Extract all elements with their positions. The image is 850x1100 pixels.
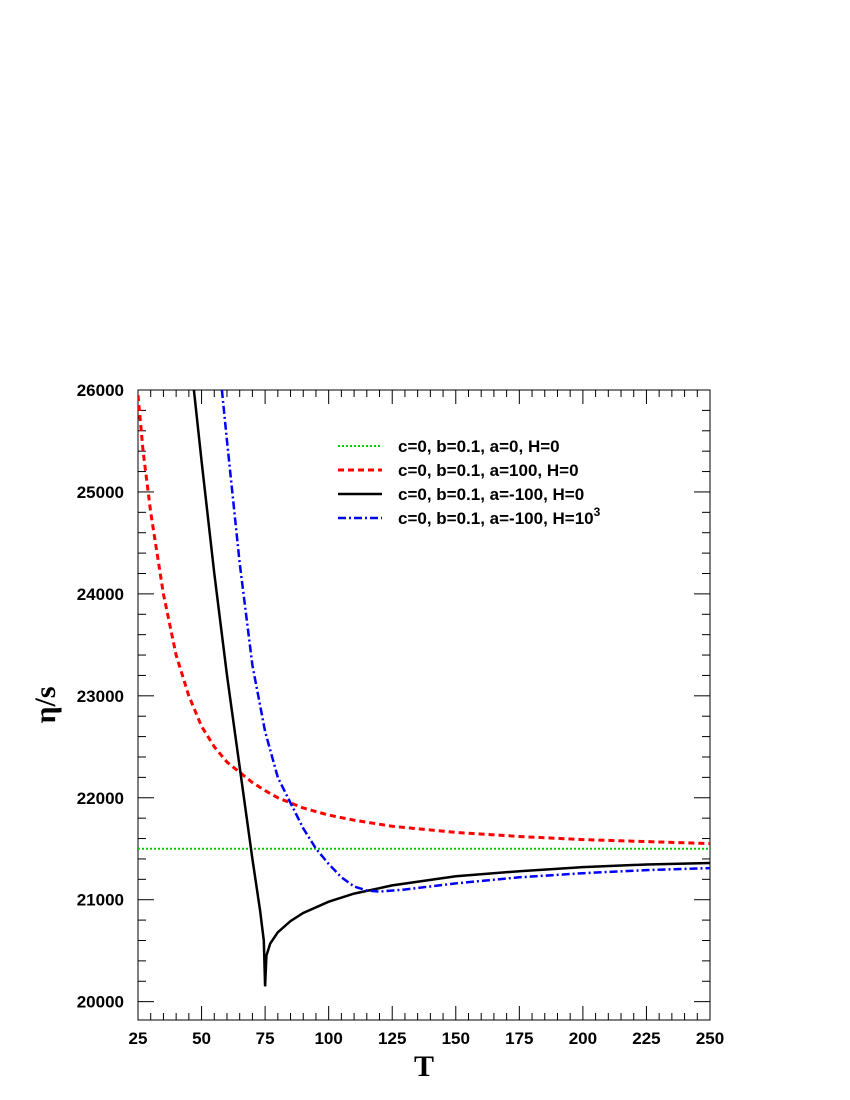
axis-ticks [137, 389, 711, 1020]
x-tick-label: 250 [696, 1029, 724, 1048]
x-tick-label: 100 [314, 1029, 342, 1048]
series-layer [138, 390, 710, 987]
x-tick-label: 125 [378, 1029, 406, 1048]
x-tick-label: 200 [569, 1029, 597, 1048]
legend-label-2: c=0, b=0.1, a=100, H=0 [398, 461, 579, 480]
y-tick-label: 21000 [77, 891, 124, 910]
x-tick-label: 175 [505, 1029, 533, 1048]
y-tick-label: 25000 [77, 483, 124, 502]
x-tick-label: 75 [256, 1029, 275, 1048]
y-tick-label: 26000 [77, 381, 124, 400]
legend: c=0, b=0.1, a=0, H=0 c=0, b=0.1, a=100, H… [338, 437, 601, 528]
legend-label-4: c=0, b=0.1, a=-100, H=103 [398, 505, 601, 528]
x-tick-label: 25 [129, 1029, 148, 1048]
y-tick-labels: 20000 21000 22000 23000 24000 25000 26000 [77, 381, 124, 1012]
y-tick-label: 23000 [77, 687, 124, 706]
y-tick-label: 22000 [77, 789, 124, 808]
x-axis-title: T [414, 1050, 434, 1083]
x-tick-label: 50 [192, 1029, 211, 1048]
legend-superscript: 3 [594, 505, 601, 519]
series-line-3 [192, 390, 710, 987]
x-tick-label: 225 [632, 1029, 660, 1048]
legend-label-3: c=0, b=0.1, a=-100, H=0 [398, 485, 584, 504]
plot-frame [137, 389, 711, 1021]
y-tick-label: 20000 [77, 993, 124, 1012]
y-axis-title: η/s [29, 686, 62, 723]
series-line-4 [220, 390, 710, 893]
legend-label-1: c=0, b=0.1, a=0, H=0 [398, 437, 560, 456]
x-tick-labels: 25 50 75 100 125 150 175 200 225 250 [129, 1029, 725, 1048]
series-line-2 [138, 394, 710, 846]
x-tick-label: 150 [442, 1029, 470, 1048]
y-tick-label: 24000 [77, 585, 124, 604]
